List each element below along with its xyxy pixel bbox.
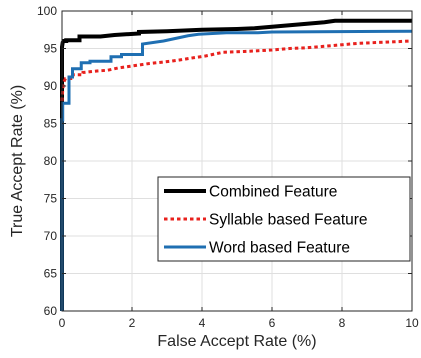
legend-label-2: Syllable based Feature: [209, 212, 368, 229]
legend-label-1: Combined Feature: [209, 184, 337, 201]
y-tick-label-7: 95: [44, 42, 58, 56]
legend-label-3: Word based Feature: [209, 240, 350, 257]
y-tick-label-2: 70: [44, 229, 58, 243]
legend: Combined Feature Syllable based Feature Wo…: [157, 176, 411, 262]
x-tick-label-1: 2: [129, 316, 136, 330]
series-line-3: [60, 29, 413, 311]
x-tick-label-4: 8: [339, 316, 346, 330]
y-tick-label-1: 65: [44, 267, 58, 281]
x-tick-label-3: 6: [269, 316, 276, 330]
y-tick-label-3: 75: [44, 192, 58, 206]
y-tick-label-4: 80: [44, 154, 58, 168]
y-tick-label-6: 90: [44, 79, 58, 93]
x-tick-label-2: 4: [199, 316, 206, 330]
tick-labels: 0 2 4 6 8 10 60 65 70 75 80 85 90 95 100: [37, 4, 419, 330]
x-axis-label: False Accept Rate (%): [157, 333, 316, 350]
y-tick-label-0: 60: [44, 304, 58, 318]
y-tick-label-5: 85: [44, 117, 58, 131]
y-axis-label: True Accept Rate (%): [9, 85, 26, 237]
series-layer: [60, 18, 413, 311]
plot-frame: [61, 10, 413, 312]
y-tick-label-8: 100: [37, 4, 57, 18]
x-tick-label-5: 10: [405, 316, 419, 330]
x-tick-label-0: 0: [59, 316, 66, 330]
series-line-1: [60, 18, 412, 311]
